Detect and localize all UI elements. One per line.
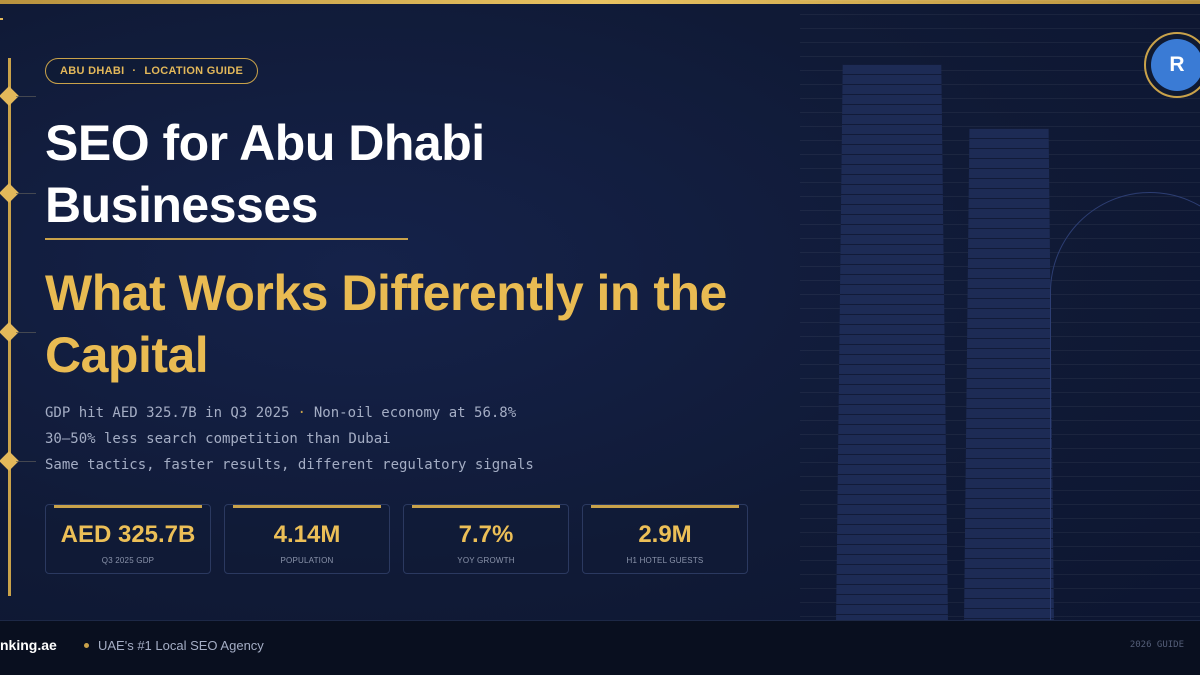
stat-value: 2.9M xyxy=(638,521,692,548)
fact-separator: · xyxy=(297,405,306,421)
stat-value: AED 325.7B xyxy=(60,521,196,548)
skyline-illustration xyxy=(800,0,1200,620)
footer-dot xyxy=(84,643,89,648)
fact-line: Same tactics, faster results, different … xyxy=(45,452,685,478)
stat-label: Q3 2025 GDP xyxy=(101,556,155,565)
stats-row: AED 325.7B Q3 2025 GDP 4.14M POPULATION … xyxy=(45,504,748,574)
timeline-connector xyxy=(16,96,36,97)
fact-text: Same tactics, faster results, different … xyxy=(45,457,534,473)
footer-tagline: UAE's #1 Local SEO Agency xyxy=(98,638,264,653)
badge-separator: · xyxy=(132,65,137,77)
badge-city: ABU DHABI xyxy=(60,65,125,77)
stat-card-population: 4.14M POPULATION xyxy=(224,504,390,574)
stat-card-hotel-guests: 2.9M H1 HOTEL GUESTS xyxy=(582,504,748,574)
corner-tick xyxy=(0,18,3,20)
stat-value: 7.7% xyxy=(458,521,514,548)
fact-text: 30–50% less search competition than Duba… xyxy=(45,431,391,447)
timeline-connector xyxy=(16,461,36,462)
badge-label: LOCATION GUIDE xyxy=(144,65,244,77)
timeline-connector xyxy=(16,332,36,333)
stat-label: H1 HOTEL GUESTS xyxy=(626,556,704,565)
tower-left xyxy=(836,64,948,620)
fact-line: 30–50% less search competition than Duba… xyxy=(45,426,685,452)
timeline-connector xyxy=(16,193,36,194)
fact-text: GDP hit AED 325.7B in Q3 2025 xyxy=(45,405,290,421)
avatar[interactable]: R xyxy=(1151,39,1200,91)
page-title: SEO for Abu Dhabi Businesses xyxy=(45,115,485,233)
stat-accent-bar xyxy=(233,505,381,508)
stat-label: POPULATION xyxy=(280,556,334,565)
tower-middle xyxy=(964,128,1054,620)
stat-value: 4.14M xyxy=(273,521,341,548)
stat-card-gdp: AED 325.7B Q3 2025 GDP xyxy=(45,504,211,574)
fact-line: GDP hit AED 325.7B in Q3 2025 · Non-oil ec… xyxy=(45,400,685,426)
footer-bar: nking.ae UAE's #1 Local SEO Agency 2026 … xyxy=(0,620,1200,675)
stat-label: YOY GROWTH xyxy=(457,556,515,565)
fact-text: Non-oil economy at 56.8% xyxy=(313,405,517,421)
stat-accent-bar xyxy=(54,505,202,508)
title-divider xyxy=(45,238,408,240)
footer-guide-label: 2026 GUIDE xyxy=(1129,640,1184,650)
stat-accent-bar xyxy=(591,505,739,508)
footer-brand[interactable]: nking.ae xyxy=(0,637,57,653)
stat-card-growth: 7.7% YOY GROWTH xyxy=(403,504,569,574)
page-subtitle: What Works Differently in the Capital xyxy=(45,265,727,383)
location-badge: ABU DHABI · LOCATION GUIDE xyxy=(45,58,259,84)
stat-accent-bar xyxy=(412,505,560,508)
top-accent-rule xyxy=(0,0,1200,4)
arch-outline xyxy=(1050,192,1200,620)
key-facts: GDP hit AED 325.7B in Q3 2025 · Non-oil ec… xyxy=(45,400,685,478)
